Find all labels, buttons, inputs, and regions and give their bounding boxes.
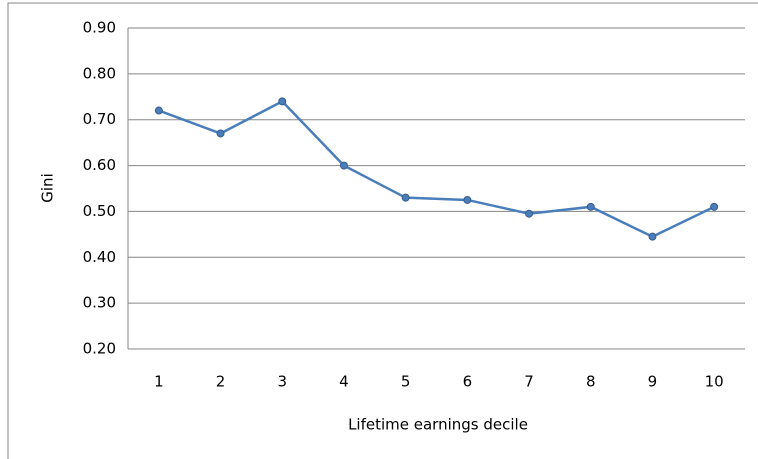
x-tick-label: 9 xyxy=(648,373,658,391)
x-tick-label: 2 xyxy=(216,373,226,391)
x-axis-title: Lifetime earnings decile xyxy=(348,416,528,434)
y-tick-label: 0.70 xyxy=(83,110,116,128)
x-tick-label: 8 xyxy=(586,373,596,391)
series-line xyxy=(158,99,715,239)
x-tick-label: 7 xyxy=(524,373,534,391)
y-tick-label: 0.80 xyxy=(83,64,116,82)
y-tick-label: 0.90 xyxy=(83,19,116,37)
y-axis-title: Gini xyxy=(39,173,57,202)
data-point xyxy=(710,202,719,211)
x-tick-label: 4 xyxy=(339,373,349,391)
y-tick-label: 0.30 xyxy=(83,294,116,312)
data-point xyxy=(216,129,225,138)
x-tick-label: 6 xyxy=(463,373,473,391)
data-point xyxy=(154,106,163,115)
data-point xyxy=(339,161,348,170)
y-tick-label: 0.40 xyxy=(83,248,116,266)
y-tick-label: 0.20 xyxy=(83,340,116,358)
x-tick-label: 3 xyxy=(277,373,287,391)
data-point xyxy=(278,97,287,106)
data-point xyxy=(401,193,410,202)
x-tick-label: 1 xyxy=(154,373,164,391)
x-tick-label: 5 xyxy=(401,373,411,391)
data-point xyxy=(463,195,472,204)
x-tick-label: 10 xyxy=(705,373,724,391)
data-point xyxy=(586,202,595,211)
y-tick-label: 0.60 xyxy=(83,156,116,174)
chart-frame xyxy=(7,2,758,459)
data-point xyxy=(525,209,534,218)
data-point xyxy=(648,232,657,241)
y-tick-label: 0.50 xyxy=(83,202,116,220)
